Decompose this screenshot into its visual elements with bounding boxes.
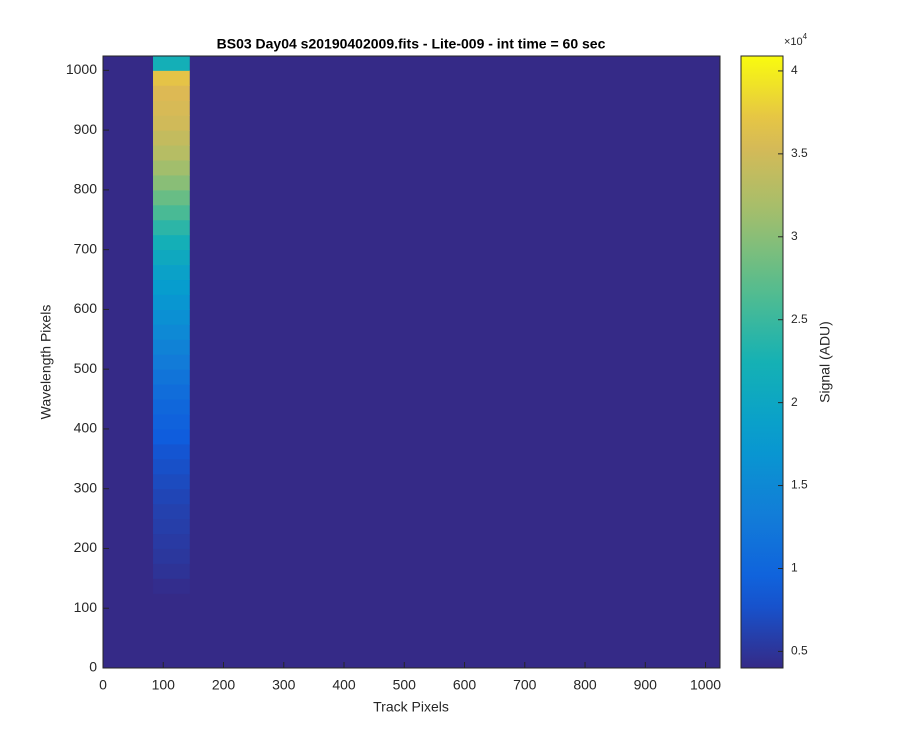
- y-tick-label: 800: [74, 181, 98, 197]
- y-tick-label: 300: [74, 479, 98, 495]
- cell: [153, 204, 190, 221]
- colorbar-box: [740, 55, 784, 669]
- cell: [153, 130, 190, 146]
- cell: [153, 264, 190, 281]
- cell: [153, 55, 190, 71]
- cell: [153, 294, 190, 310]
- colorbar-tick-label: 3.5: [791, 146, 808, 160]
- cell: [153, 458, 190, 475]
- cell: [153, 100, 190, 116]
- y-tick-label: 200: [74, 539, 98, 555]
- cell: [153, 473, 190, 490]
- cell: [153, 443, 190, 460]
- colorbar-tick-label: 2: [791, 395, 798, 409]
- x-tick-label: 800: [573, 677, 597, 693]
- exponent-base: ×10: [784, 36, 803, 48]
- cell: [153, 413, 190, 430]
- y-tick-label: 100: [74, 599, 98, 615]
- cell: [153, 399, 190, 415]
- cell: [153, 384, 190, 400]
- colorbar-tick-label: 4: [791, 63, 798, 77]
- x-tick-label: 400: [332, 677, 356, 693]
- cell: [153, 518, 190, 535]
- colorbar: [741, 56, 783, 668]
- y-tick-label: 400: [74, 420, 98, 436]
- cell: [153, 369, 190, 385]
- cell: [153, 354, 190, 370]
- x-tick-label: 700: [513, 677, 537, 693]
- colorbar-exponent: ×104: [784, 32, 808, 48]
- y-tick-label: 0: [89, 659, 97, 675]
- cell: [153, 174, 190, 191]
- y-axis-label: Wavelength Pixels: [38, 305, 54, 420]
- axes-box: [102, 55, 721, 669]
- cell: [153, 219, 190, 236]
- colorbar-tick-label: 0.5: [791, 644, 808, 658]
- colorbar-tick-label: 1.5: [791, 478, 808, 492]
- y-tick-label: 500: [74, 360, 98, 376]
- exponent-power: 4: [803, 32, 808, 41]
- y-tick-label: 900: [74, 121, 98, 137]
- x-tick-label: 300: [272, 677, 296, 693]
- colorbar-tick-label: 3: [791, 229, 798, 243]
- x-tick-label: 100: [152, 677, 176, 693]
- y-tick-label: 1000: [66, 61, 97, 77]
- x-tick-label: 900: [634, 677, 658, 693]
- cell: [153, 279, 190, 295]
- chart-title: BS03 Day04 s20190402009.fits - Lite-009 …: [217, 36, 606, 52]
- colorbar-tick-label: 1: [791, 561, 798, 575]
- cell: [153, 578, 190, 594]
- cell: [153, 309, 190, 325]
- cell: [153, 503, 190, 520]
- cell: [153, 145, 190, 161]
- x-tick-label: 1000: [690, 677, 721, 693]
- cell: [153, 488, 190, 505]
- x-tick-label: 500: [393, 677, 417, 693]
- background: [103, 56, 720, 668]
- cell: [153, 563, 190, 579]
- cell: [153, 548, 190, 564]
- x-tick-label: 600: [453, 677, 477, 693]
- cell: [153, 339, 190, 355]
- cell: [153, 428, 190, 445]
- cell: [153, 70, 190, 86]
- colorbar-tick-label: 2.5: [791, 312, 808, 326]
- cell: [153, 189, 190, 206]
- cell: [153, 249, 190, 266]
- y-tick-label: 600: [74, 300, 98, 316]
- cell: [153, 234, 190, 251]
- cell: [153, 85, 190, 101]
- x-tick-label: 200: [212, 677, 236, 693]
- x-axis-label: Track Pixels: [373, 699, 449, 715]
- cell: [153, 115, 190, 131]
- x-tick-label: 0: [99, 677, 107, 693]
- colorbar-label: Signal (ADU): [817, 321, 833, 403]
- cell: [153, 533, 190, 549]
- cell: [153, 324, 190, 340]
- y-tick-label: 700: [74, 240, 98, 256]
- cell: [153, 159, 190, 176]
